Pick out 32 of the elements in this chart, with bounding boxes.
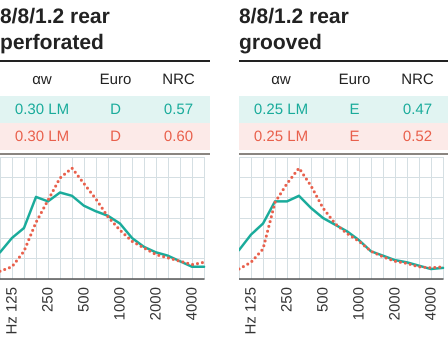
x-tick-label: Hz 125 <box>242 287 260 335</box>
text: αw <box>31 70 53 88</box>
text: D <box>109 128 122 145</box>
x-tick-label: 2000 <box>148 287 164 320</box>
text: D <box>109 101 122 118</box>
text: 0.47 <box>402 101 434 118</box>
x-tick-label: 500 <box>314 287 332 312</box>
x-tick-label: 500 <box>76 287 92 312</box>
text: NRC <box>400 70 435 88</box>
text: 0.60 <box>162 128 194 145</box>
x-tick-label: 4000 <box>422 287 440 320</box>
text: 0.57 <box>162 101 194 118</box>
text: 0.25 LM <box>252 128 310 145</box>
chart-title: 8/8/1.2 rear grooved <box>239 4 350 56</box>
chart-title: 8/8/1.2 rear perforated <box>0 4 111 56</box>
text: 0.25 LM <box>252 101 310 118</box>
text: NRC <box>161 70 196 88</box>
text: 0.30 LM <box>14 101 70 118</box>
x-tick-label: 2000 <box>386 287 404 320</box>
text: E <box>348 128 360 145</box>
x-tick-label: 1000 <box>112 287 128 320</box>
x-tick-label: 4000 <box>184 287 200 320</box>
text: E <box>348 101 360 118</box>
text: Euro <box>98 70 132 88</box>
text: 0.52 <box>402 128 434 145</box>
x-tick-label: 1000 <box>350 287 368 320</box>
x-tick-label: 250 <box>278 287 296 312</box>
text: αw <box>270 70 292 88</box>
x-tick-label: 250 <box>40 287 56 312</box>
text: Euro <box>338 70 372 88</box>
x-tick-label: Hz 125 <box>4 287 20 335</box>
text: 0.30 LM <box>14 128 70 145</box>
